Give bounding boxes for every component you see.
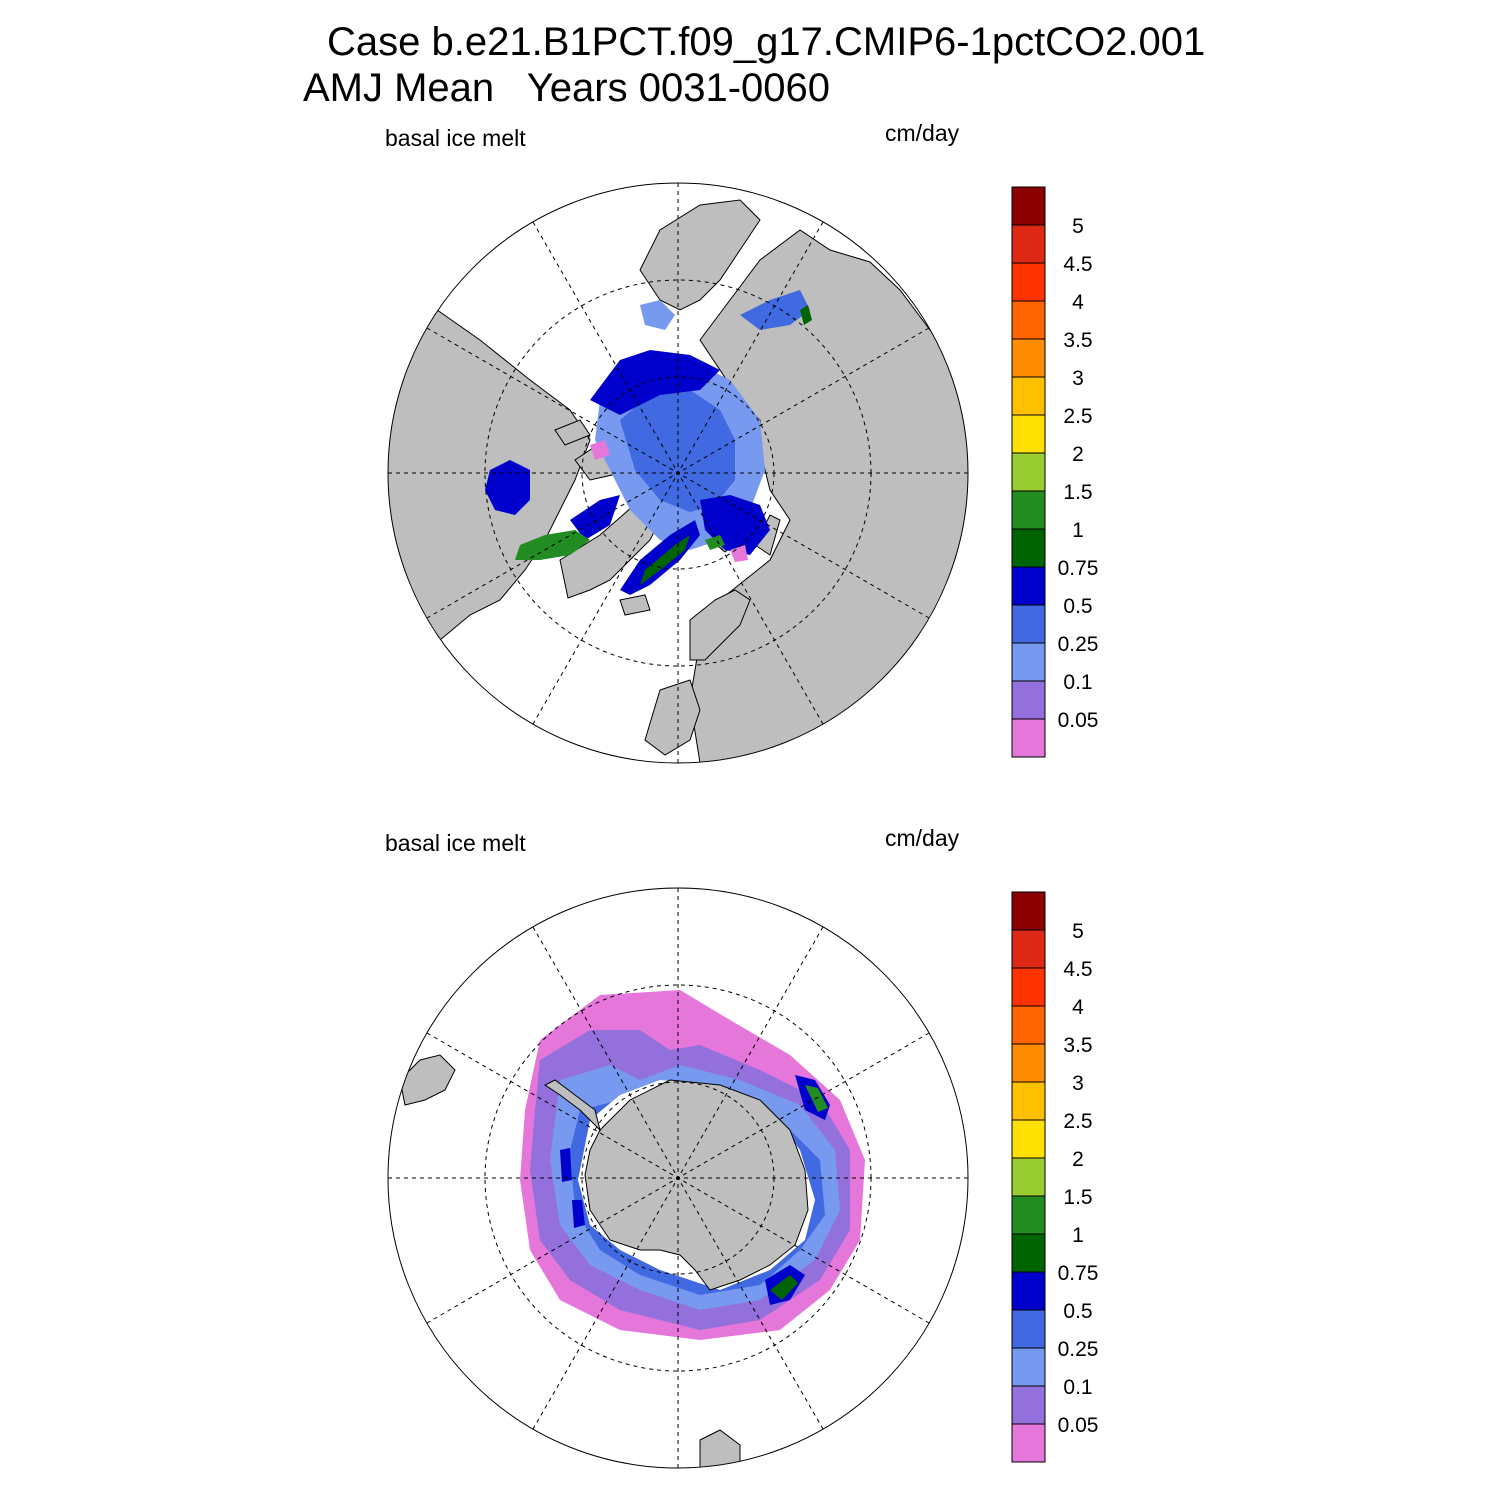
- arctic-colorbar: 5 4.5 4 3.5 3 2.5 2 1.5 1 0.75 0.5 0.25 0.1 0.05: [1011, 186, 1099, 758]
- arctic-colorbar-box-6: [1011, 490, 1046, 530]
- arctic-colorbar-box-8: [1011, 414, 1046, 454]
- figure-title-line1: Case b.e21.B1PCT.f09_g17.CMIP6-1pctCO2.0…: [327, 20, 1206, 64]
- arctic-map: [387, 182, 969, 764]
- antarctic-colorbar-label-9: 3: [1072, 1072, 1084, 1095]
- antarctic-colorbar-label-12: 4.5: [1063, 958, 1092, 981]
- arctic-colorbar-label-12: 4.5: [1063, 253, 1092, 276]
- south-variable-label: basal ice melt: [385, 830, 526, 856]
- south-america-land: [399, 1054, 456, 1106]
- antarctic-colorbar-label-8: 2.5: [1063, 1110, 1092, 1133]
- antarctic-colorbar-box-12: [1011, 967, 1046, 1007]
- antarctic-land: [544, 1079, 809, 1291]
- arctic-colorbar-box-7: [1011, 452, 1046, 492]
- antarctic-colorbar: 5 4.5 4 3.5 3 2.5 2 1.5 1 0.75 0.5 0.25 0.1 0.05: [1011, 891, 1099, 1463]
- antarctic-colorbar-box-4: [1011, 1271, 1046, 1311]
- baffin-melt: [570, 495, 620, 540]
- antarctic-green-south: [770, 1275, 798, 1300]
- arctic-colorbar-label-13: 5: [1072, 215, 1084, 238]
- australia-land-edge: [699, 1429, 741, 1468]
- north-units-label: cm/day: [885, 120, 960, 146]
- bering-melt: [640, 300, 675, 330]
- antarctic-colorbar-label-2: 0.25: [1058, 1338, 1099, 1361]
- arctic-colorbar-box-13: [1011, 224, 1046, 264]
- arctic-colorbar-label-8: 2.5: [1063, 405, 1092, 428]
- arctic-graticule: [388, 183, 968, 763]
- arctic-colorbar-label-0: 0.05: [1058, 709, 1099, 732]
- antarctic-colorbar-box-7: [1011, 1157, 1046, 1197]
- arctic-colorbar-box-9: [1011, 376, 1046, 416]
- arctic-colorbar-label-10: 3.5: [1063, 329, 1092, 352]
- antarctic-graticule: [388, 888, 968, 1468]
- antarctic-colorbar-box-11: [1011, 1005, 1046, 1045]
- arctic-colorbar-label-5: 1: [1072, 519, 1084, 542]
- antarctic-map-border: [387, 887, 969, 1469]
- figure-title-line2: AMJ Mean Years 0031-0060: [303, 66, 831, 110]
- antarctic-colorbar-box-6: [1011, 1195, 1046, 1235]
- antarctic-colorbar-box-3: [1011, 1309, 1046, 1349]
- antarctic-colorbar-label-5: 1: [1072, 1224, 1084, 1247]
- antarctic-colorbar-label-1: 0.1: [1063, 1376, 1092, 1399]
- antarctic-colorbar-box-9: [1011, 1081, 1046, 1121]
- arctic-colorbar-box-4: [1011, 566, 1046, 606]
- okhotsk-melt: [740, 290, 810, 330]
- arctic-colorbar-label-1: 0.1: [1063, 671, 1092, 694]
- antarctic-colorbar-label-3: 0.5: [1063, 1300, 1092, 1323]
- antarctic-colorbar-box-5: [1011, 1233, 1046, 1273]
- arctic-colorbar-box-2: [1011, 642, 1046, 682]
- arctic-colorbar-box-1: [1011, 680, 1046, 720]
- antarctic-colorbar-box-10: [1011, 1043, 1046, 1083]
- arctic-colorbar-box-5: [1011, 528, 1046, 568]
- antarctic-colorbar-box-2: [1011, 1347, 1046, 1387]
- arctic-colorbar-box-12: [1011, 262, 1046, 302]
- okhotsk-green: [800, 305, 812, 325]
- antarctic-colorbar-label-0: 0.05: [1058, 1414, 1099, 1437]
- north-variable-label: basal ice melt: [385, 125, 526, 151]
- arctic-map-border: [387, 182, 969, 764]
- antarctic-colorbar-label-7: 2: [1072, 1148, 1084, 1171]
- barents-green: [705, 535, 725, 550]
- arctic-colorbar-box-3: [1011, 604, 1046, 644]
- arctic-colorbar-box-0: [1011, 718, 1046, 758]
- antarctic-colorbar-label-13: 5: [1072, 920, 1084, 943]
- arctic-colorbar-label-7: 2: [1072, 443, 1084, 466]
- arctic-colorbar-label-4: 0.75: [1058, 557, 1099, 580]
- antarctic-colorbar-label-4: 0.75: [1058, 1262, 1099, 1285]
- arctic-colorbar-label-9: 3: [1072, 367, 1084, 390]
- antarctic-colorbar-label-6: 1.5: [1063, 1186, 1092, 1209]
- antarctic-colorbar-box-1: [1011, 1385, 1046, 1425]
- arctic-colorbar-label-2: 0.25: [1058, 633, 1099, 656]
- antarctic-map: [387, 887, 969, 1469]
- antarctic-colorbar-label-11: 4: [1072, 996, 1084, 1019]
- arctic-melt-field: [485, 290, 812, 595]
- arctic-colorbar-label-6: 1.5: [1063, 481, 1092, 504]
- antarctic-colorbar-box-8: [1011, 1119, 1046, 1159]
- antarctic-colorbar-label-10: 3.5: [1063, 1034, 1092, 1057]
- arctic-melt-0.5-0.75: [590, 350, 720, 415]
- antarctic-colorbar-box-13: [1011, 929, 1046, 969]
- arctic-colorbar-box-11: [1011, 300, 1046, 340]
- arctic-colorbar-box-14: [1011, 186, 1046, 226]
- arctic-colorbar-box-10: [1011, 338, 1046, 378]
- antarctic-colorbar-box-14: [1011, 891, 1046, 931]
- east-greenland-green: [640, 535, 690, 585]
- antarctic-colorbar-box-0: [1011, 1423, 1046, 1463]
- arctic-colorbar-label-3: 0.5: [1063, 595, 1092, 618]
- south-units-label: cm/day: [885, 825, 960, 851]
- arctic-melt-lt-0.05: [590, 440, 610, 460]
- arctic-colorbar-label-11: 4: [1072, 291, 1084, 314]
- hudson-bay-melt: [485, 460, 530, 515]
